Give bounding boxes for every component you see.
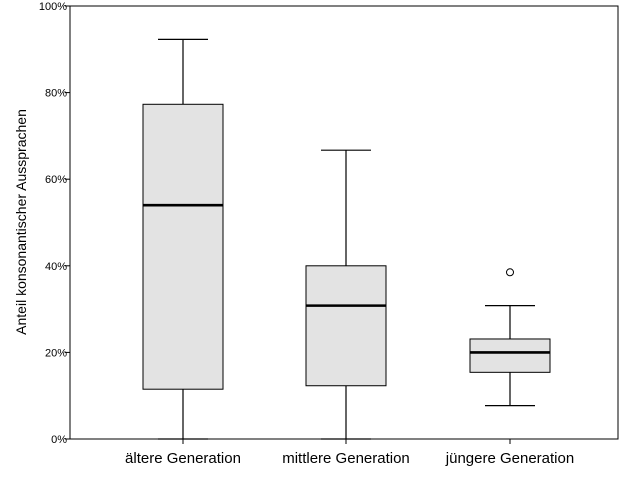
box-group [142, 38, 224, 440]
y-axis-ticks: 0% 20% 40% 60% 80% 100% [39, 1, 70, 446]
box-group [305, 149, 387, 440]
box-iqr [305, 265, 387, 387]
box-iqr [142, 103, 224, 390]
y-tick-label: 20% [45, 347, 67, 359]
box-iqr [469, 338, 551, 373]
y-tick-label: 80% [45, 88, 67, 100]
x-category-label: jüngere Generation [445, 450, 574, 467]
outlier-point [506, 268, 514, 277]
y-tick-label: 40% [45, 261, 67, 273]
y-axis-title: Anteil konsonantischer Aussprachen [13, 109, 29, 335]
x-category-label: ältere Generation [125, 450, 241, 467]
box-group [469, 268, 551, 407]
y-tick-label: 60% [45, 174, 67, 186]
x-category-label: mittlere Generation [282, 450, 410, 467]
x-axis-categories: ältere Generation mittlere Generation jüng… [125, 439, 574, 467]
boxes [142, 38, 551, 440]
y-tick-label: 0% [51, 434, 67, 446]
y-tick-label: 100% [39, 1, 67, 13]
